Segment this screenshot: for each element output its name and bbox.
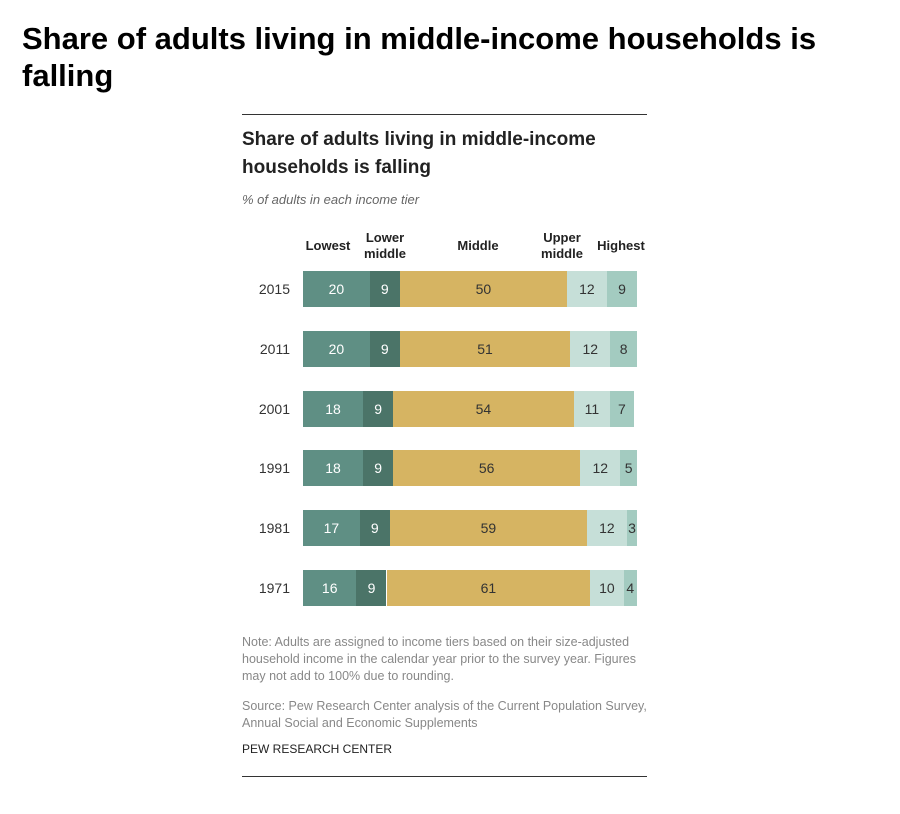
bar-segment: 12 — [566, 271, 607, 307]
bar-segment: 59 — [389, 510, 587, 547]
bar-segment: 9 — [369, 271, 400, 307]
bar-segment: 5 — [620, 450, 637, 487]
bar-segment: 9 — [363, 390, 394, 427]
bar-segment: 9 — [363, 450, 394, 487]
bar-segment: 9 — [356, 570, 387, 606]
legend-label: Highest — [597, 238, 645, 253]
bar-segment: 9 — [359, 510, 390, 547]
value-label: 54 — [475, 400, 492, 417]
value-label: 16 — [321, 580, 338, 596]
value-label: 9 — [367, 580, 376, 596]
value-label: 59 — [480, 520, 497, 537]
value-label: 20 — [328, 281, 345, 297]
value-label: 56 — [478, 460, 495, 477]
value-label: 9 — [380, 340, 389, 357]
bar-segment: 9 — [369, 330, 400, 367]
bar-segment: 50 — [399, 271, 567, 307]
value-label: 12 — [599, 520, 615, 537]
value-label: 4 — [626, 580, 635, 596]
value-label: 9 — [380, 281, 389, 297]
value-label: 7 — [618, 400, 626, 417]
note: Note: Adults are assigned to income tier… — [242, 635, 636, 683]
y-tick-label: 2011 — [259, 340, 290, 357]
rule — [242, 776, 647, 777]
value-label: 11 — [584, 400, 600, 417]
value-label: 12 — [582, 340, 599, 357]
bar-segment: 18 — [303, 390, 364, 427]
bar-segment: 4 — [623, 570, 637, 606]
bar-segment: 11 — [573, 390, 611, 427]
bar-segment: 51 — [399, 330, 571, 367]
bar-segment: 17 — [303, 510, 360, 547]
value-label: 9 — [374, 460, 383, 477]
y-tick-label: 1981 — [258, 520, 290, 537]
bar-segment: 7 — [610, 390, 634, 427]
bar-segment: 9 — [606, 271, 637, 307]
bar-segment: 10 — [590, 570, 624, 606]
legend-label: Lowest — [305, 238, 351, 253]
y-tick-label: 1971 — [258, 580, 290, 596]
value-label: 18 — [325, 460, 341, 477]
value-label: 12 — [579, 281, 595, 297]
y-tick-label: 1991 — [258, 460, 290, 477]
bar-segment: 8 — [610, 330, 637, 367]
value-label: 8 — [619, 340, 628, 357]
legend-label: Upper middle — [541, 230, 583, 261]
value-label: 9 — [370, 520, 379, 537]
legend-label: Middle — [457, 238, 499, 253]
value-label: 12 — [592, 460, 609, 477]
value-label: 18 — [325, 400, 341, 417]
bar-segment: 56 — [393, 450, 581, 487]
value-label: 5 — [624, 460, 633, 477]
value-label: 9 — [618, 281, 626, 297]
bar-segment: 12 — [570, 330, 611, 367]
value-label: 50 — [475, 281, 492, 297]
y-tick-label: 2001 — [258, 400, 290, 417]
bar-segment: 12 — [580, 450, 621, 487]
y-tick-label: 2015 — [258, 281, 290, 297]
chart-subtitle: % of adults in each income tier — [242, 192, 420, 207]
bar-segment: 3 — [626, 510, 637, 547]
bar-segment: 61 — [386, 570, 591, 606]
bar-segment: 12 — [586, 510, 627, 547]
value-label: 61 — [480, 580, 497, 596]
legend-label: Lower middle — [364, 230, 406, 261]
bar-segment: 20 — [303, 330, 370, 367]
bar-segment: 18 — [303, 450, 364, 487]
chart-title: Share of adults living in middle-income … — [242, 129, 596, 178]
bar-segment: 54 — [393, 390, 574, 427]
value-label: 20 — [328, 340, 345, 357]
bar-segment: 16 — [303, 570, 357, 606]
value-label: 10 — [599, 580, 615, 596]
value-label: 9 — [374, 400, 383, 417]
rule — [242, 114, 647, 115]
value-label: 17 — [323, 520, 340, 537]
value-label: 51 — [477, 340, 493, 357]
source: Source: Pew Research Center analysis of … — [242, 699, 647, 730]
bar-segment: 20 — [303, 271, 370, 307]
page-heading: Share of adults living in middle-income … — [22, 21, 817, 93]
credit: PEW RESEARCH CENTER — [242, 742, 393, 756]
value-label: 3 — [628, 520, 636, 537]
